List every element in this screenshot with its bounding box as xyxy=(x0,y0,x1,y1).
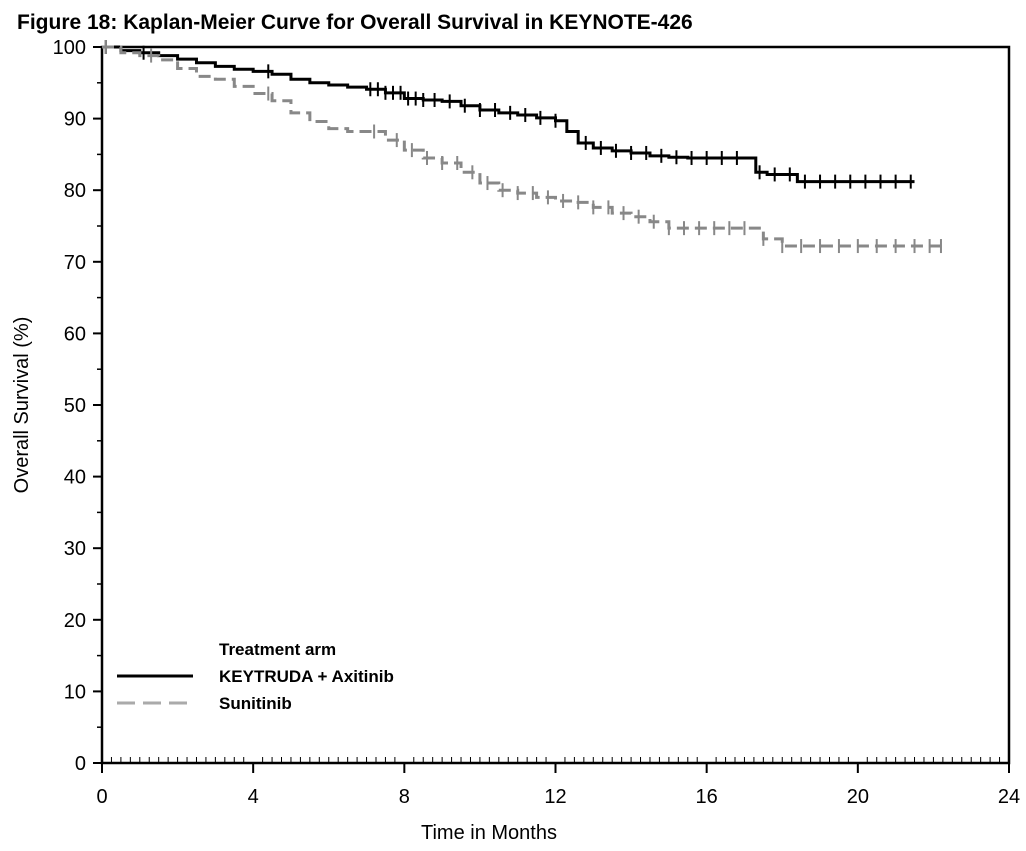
x-tick-label: 20 xyxy=(847,786,869,808)
chart-title: Figure 18: Kaplan-Meier Curve for Overal… xyxy=(17,11,693,34)
x-tick-label: 16 xyxy=(696,786,718,808)
plot-frame xyxy=(100,45,1011,765)
y-axis: 0 10 20 30 40 50 60 70 80 90 100 xyxy=(53,37,102,775)
x-axis-label: Time in Months xyxy=(421,822,557,844)
legend-title: Treatment arm xyxy=(219,640,336,659)
x-axis: 0 4 8 12 16 20 24 xyxy=(96,757,1020,808)
x-tick-label: 8 xyxy=(399,786,410,808)
y-tick-label: 10 xyxy=(64,681,86,703)
x-tick-label: 4 xyxy=(248,786,259,808)
y-tick-label: 40 xyxy=(64,467,86,489)
y-tick-label: 0 xyxy=(75,753,86,775)
series-layer xyxy=(102,40,942,254)
legend-entry-sunitinib: Sunitinib xyxy=(219,694,292,713)
x-tick-label: 0 xyxy=(96,786,107,808)
y-axis-label: Overall Survival (%) xyxy=(11,317,33,494)
y-tick-label: 30 xyxy=(64,538,86,560)
y-tick-label: 20 xyxy=(64,610,86,632)
x-tick-label: 12 xyxy=(544,786,566,808)
y-tick-label: 90 xyxy=(64,109,86,131)
y-tick-label: 60 xyxy=(64,323,86,345)
y-tick-label: 80 xyxy=(64,180,86,202)
legend-entry-keytruda: KEYTRUDA + Axitinib xyxy=(219,667,394,686)
y-tick-label: 50 xyxy=(64,395,86,417)
legend: Treatment arm KEYTRUDA + Axitinib Suniti… xyxy=(117,640,394,713)
x-tick-label: 24 xyxy=(998,786,1020,808)
y-tick-label: 100 xyxy=(53,37,86,59)
y-tick-label: 70 xyxy=(64,252,86,274)
